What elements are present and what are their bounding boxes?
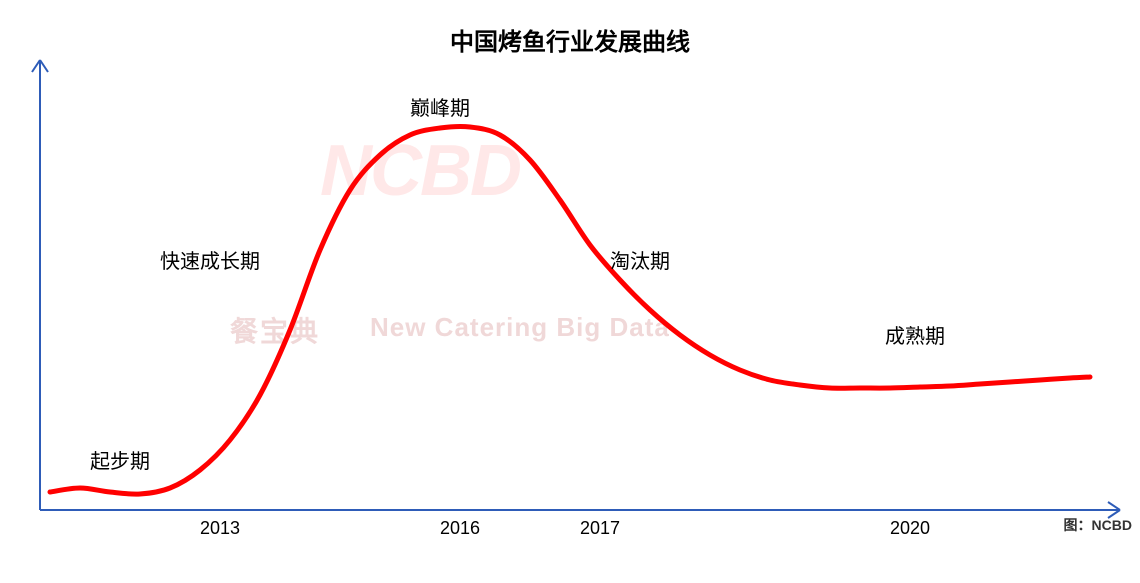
phase-label-3: 淘汰期 [610, 245, 670, 274]
phase-label-1: 快速成长期 [160, 245, 260, 274]
chart-title: 中国烤鱼行业发展曲线 [0, 22, 1140, 57]
phase-label-2: 巅峰期 [410, 92, 470, 121]
data-curve [50, 126, 1090, 494]
plot-svg [0, 0, 1140, 583]
phase-label-0: 起步期 [90, 445, 150, 474]
x-tick-2013: 2013 [200, 518, 240, 539]
x-tick-2017: 2017 [580, 518, 620, 539]
x-tick-2016: 2016 [440, 518, 480, 539]
source-label: 图：NCBD [1064, 515, 1132, 535]
phase-label-4: 成熟期 [885, 320, 945, 349]
chart-container: NCBD 餐宝典 New Catering Big Data 中国烤鱼行业发展曲… [0, 0, 1140, 583]
x-tick-2020: 2020 [890, 518, 930, 539]
